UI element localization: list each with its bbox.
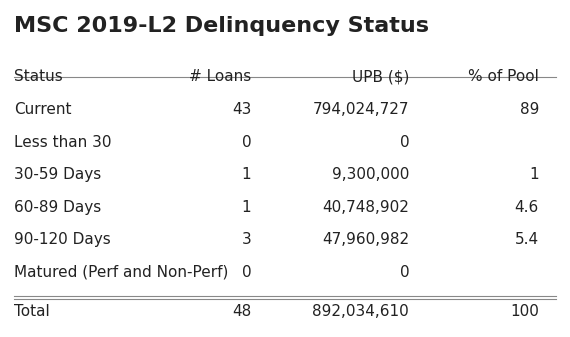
- Text: # Loans: # Loans: [189, 69, 251, 84]
- Text: Status: Status: [14, 69, 63, 84]
- Text: 60-89 Days: 60-89 Days: [14, 200, 101, 215]
- Text: 0: 0: [242, 135, 251, 150]
- Text: 43: 43: [232, 102, 251, 117]
- Text: 0: 0: [242, 265, 251, 280]
- Text: 30-59 Days: 30-59 Days: [14, 167, 101, 182]
- Text: 0: 0: [400, 135, 409, 150]
- Text: 892,034,610: 892,034,610: [312, 304, 409, 319]
- Text: 47,960,982: 47,960,982: [322, 232, 409, 247]
- Text: 9,300,000: 9,300,000: [332, 167, 409, 182]
- Text: 40,748,902: 40,748,902: [322, 200, 409, 215]
- Text: 1: 1: [242, 200, 251, 215]
- Text: 5.4: 5.4: [515, 232, 539, 247]
- Text: 48: 48: [232, 304, 251, 319]
- Text: 90-120 Days: 90-120 Days: [14, 232, 111, 247]
- Text: 1: 1: [242, 167, 251, 182]
- Text: 100: 100: [510, 304, 539, 319]
- Text: 794,024,727: 794,024,727: [313, 102, 409, 117]
- Text: 1: 1: [530, 167, 539, 182]
- Text: UPB ($): UPB ($): [352, 69, 409, 84]
- Text: % of Pool: % of Pool: [468, 69, 539, 84]
- Text: 0: 0: [400, 265, 409, 280]
- Text: Current: Current: [14, 102, 72, 117]
- Text: Total: Total: [14, 304, 50, 319]
- Text: Matured (Perf and Non-Perf): Matured (Perf and Non-Perf): [14, 265, 229, 280]
- Text: 89: 89: [520, 102, 539, 117]
- Text: MSC 2019-L2 Delinquency Status: MSC 2019-L2 Delinquency Status: [14, 16, 429, 36]
- Text: 4.6: 4.6: [515, 200, 539, 215]
- Text: Less than 30: Less than 30: [14, 135, 112, 150]
- Text: 3: 3: [241, 232, 251, 247]
